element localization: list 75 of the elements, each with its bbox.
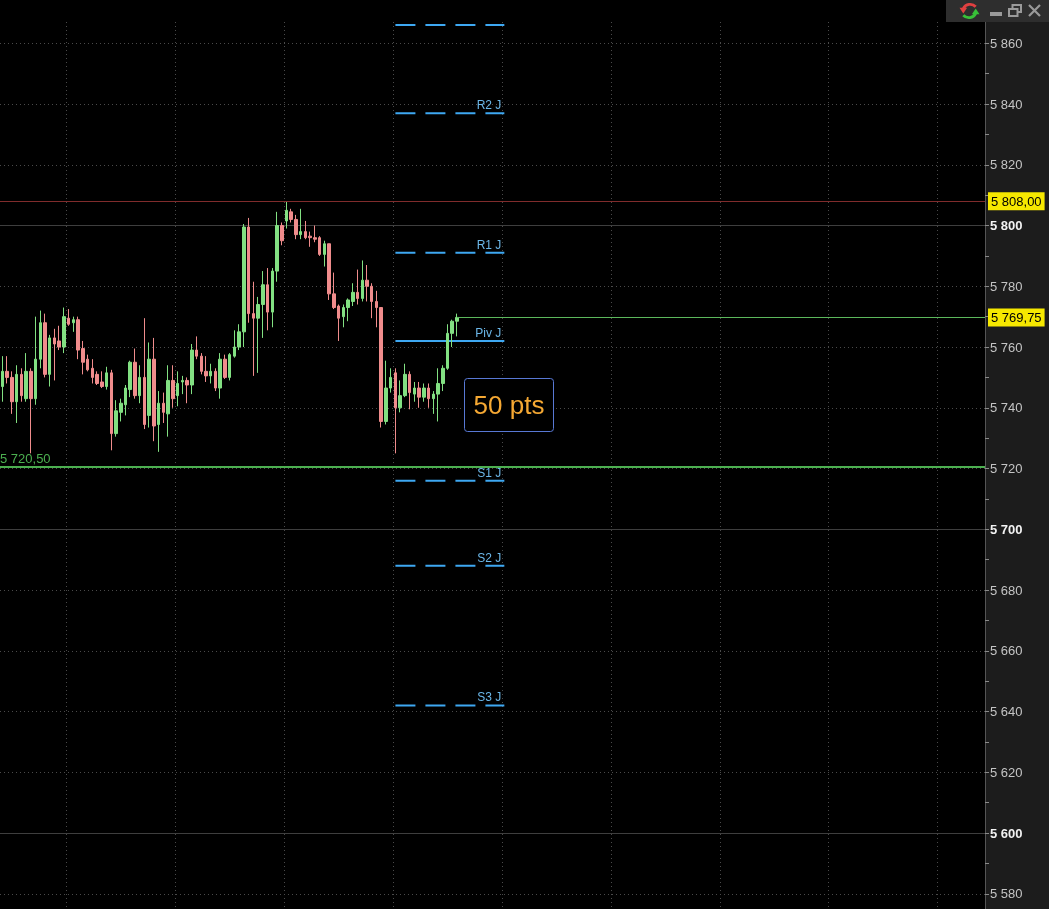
candlestick xyxy=(105,366,108,391)
candlestick xyxy=(157,390,160,453)
candlestick xyxy=(361,259,364,302)
candlestick xyxy=(185,376,189,404)
y-tick-label: 5 600 xyxy=(990,825,1023,841)
candlestick xyxy=(422,382,426,403)
y-tick-label: 5 640 xyxy=(990,704,1023,720)
candlestick xyxy=(138,364,141,404)
y-tick-label: 5 660 xyxy=(990,643,1023,659)
candlestick xyxy=(384,360,388,425)
series-label: S1 J xyxy=(477,465,502,480)
y-tick-label: 5 820 xyxy=(990,157,1023,173)
candlestick xyxy=(285,200,288,230)
candlestick xyxy=(204,355,208,383)
candlestick xyxy=(1,355,4,403)
candlestick xyxy=(15,364,18,424)
y-tick-label: 5 620 xyxy=(990,764,1023,780)
series-label: S2 J xyxy=(477,550,502,565)
candlestick xyxy=(417,381,421,409)
candlestick xyxy=(34,316,37,406)
candlestick xyxy=(72,316,75,333)
y-tick-label: 5 760 xyxy=(990,339,1023,355)
candlestick xyxy=(209,363,212,384)
series-label: R2 J xyxy=(476,98,502,113)
candlestick xyxy=(218,352,222,400)
candlestick xyxy=(29,367,33,454)
ref-line-label: 5 808,00 xyxy=(991,193,1042,209)
series-label: S3 J xyxy=(477,690,502,705)
candlestick xyxy=(413,381,416,403)
y-tick-label: 5 680 xyxy=(990,582,1023,598)
candlestick xyxy=(176,370,179,407)
candlestick xyxy=(195,335,198,360)
candlestick xyxy=(39,310,42,369)
candlestick xyxy=(181,375,184,395)
annotation: 50 pts xyxy=(473,390,545,420)
candlestick xyxy=(24,352,28,403)
candlestick xyxy=(394,367,397,454)
candlestick xyxy=(133,348,137,400)
y-tick-label: 5 720 xyxy=(990,461,1023,477)
candlestick xyxy=(299,208,302,240)
candlestick xyxy=(152,337,156,442)
y-tick-label: 5 860 xyxy=(990,35,1023,51)
candlestick xyxy=(110,369,113,451)
candlestick xyxy=(228,352,231,381)
y-tick-label: 5 840 xyxy=(990,96,1023,112)
candlestick xyxy=(266,267,269,331)
candlestick xyxy=(427,382,430,409)
candlestick xyxy=(162,392,165,424)
y-tick-label: 5 780 xyxy=(990,278,1023,294)
candlestick xyxy=(67,308,70,327)
series-label: Piv J xyxy=(475,325,502,340)
candlestick xyxy=(356,269,359,305)
candlestick xyxy=(252,281,255,377)
y-tick-label: 5 700 xyxy=(990,521,1023,537)
candlestick xyxy=(171,364,175,409)
candlestick xyxy=(43,313,47,378)
y-tick-label: 5 580 xyxy=(990,886,1023,902)
candlestick xyxy=(62,307,66,354)
y-tick-label: 5 740 xyxy=(990,400,1023,416)
candlestick xyxy=(190,343,194,395)
candlestick xyxy=(166,364,170,438)
y-tick-label: 5 800 xyxy=(990,218,1023,234)
candlestick xyxy=(247,217,250,324)
candlestick xyxy=(323,240,326,268)
candlestick xyxy=(48,334,51,388)
candlestick xyxy=(408,370,411,410)
series-label: R1 J xyxy=(476,237,502,252)
ref-line-label: 5 769,75 xyxy=(991,309,1042,325)
candlestick xyxy=(147,341,151,429)
candlestick xyxy=(223,354,227,380)
annotation: 5 720,50 xyxy=(0,451,51,467)
candlestick xyxy=(143,317,146,430)
candlestick xyxy=(20,367,23,403)
candlestick xyxy=(280,221,284,246)
candlestick xyxy=(214,367,217,392)
